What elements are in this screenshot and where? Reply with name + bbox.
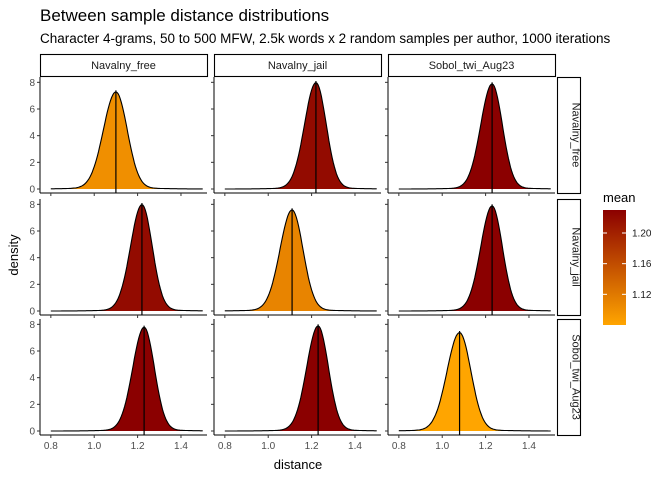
facet-panels: Navalny_free Navalny_jail Sobol_twi_Aug23 N… [29,53,582,452]
panel: 0 2 4 6 8 0.8 1.0 1.2 1.4 [29,319,207,452]
col-strip [213,53,383,78]
row-strip-label: Navalny_free [570,103,582,168]
panel [211,199,381,318]
y-tick-label: 4 [29,373,35,384]
x-tick-label: 1.4 [348,441,362,452]
y-tick-label: 2 [29,158,35,169]
density-line [398,332,551,432]
y-tick-label: 6 [29,227,35,238]
row-strip-label: Sobol_twi_Aug23 [570,334,582,420]
panel [385,199,555,318]
y-tick-label: 6 [29,105,35,116]
chart-subtitle: Character 4-grams, 50 to 500 MFW, 2.5k w… [40,31,611,46]
row-strip [556,318,582,437]
density-area [398,83,551,189]
y-tick-label: 4 [29,131,35,142]
panel: 0 2 4 6 8 [29,199,207,318]
density-line [224,209,377,312]
row-strip [556,198,582,317]
panel: 0 2 4 6 8 [29,77,207,196]
density-area [50,204,203,311]
y-tick-label: 8 [29,78,35,89]
y-tick-label: 0 [29,307,35,318]
x-tick-label: 1.0 [435,441,449,452]
panel: 0.8 1.0 1.2 1.4 [211,319,381,452]
legend-tick-label: 1.12 [632,290,652,301]
density-area [50,327,203,431]
y-axis-title: density [6,234,21,276]
legend-title: mean [603,190,636,205]
density-area [224,82,377,189]
y-tick-label: 2 [29,400,35,411]
y-tick-label: 0 [29,427,35,438]
x-tick-label: 1.2 [305,441,319,452]
density-area [224,209,377,311]
density-area [224,325,377,431]
row-strip [556,76,582,195]
panel: 0.8 1.0 1.2 1.4 [385,319,555,452]
col-strip-label: Navalny_free [91,60,156,72]
density-line [50,326,203,432]
x-tick-label: 1.4 [174,441,188,452]
x-tick-label: 0.8 [392,441,406,452]
panel [385,77,555,196]
density-line [224,325,377,432]
density-area [398,332,551,431]
col-strip-label: Sobol_twi_Aug23 [429,60,515,72]
row-strip-label: Navalny_jail [570,227,582,286]
x-axis-title: distance [274,457,322,472]
y-tick-label: 8 [29,200,35,211]
density-line [398,205,551,312]
x-tick-label: 0.8 [44,441,58,452]
x-tick-label: 1.0 [261,441,275,452]
x-tick-label: 0.8 [218,441,232,452]
density-line [50,91,203,190]
density-area [398,205,551,311]
density-area [50,91,203,189]
colorbar [603,210,626,325]
x-tick-label: 1.2 [131,441,145,452]
density-line [398,83,551,190]
density-line [224,81,377,190]
col-strip [387,53,557,78]
x-tick-label: 1.2 [479,441,493,452]
y-tick-label: 8 [29,320,35,331]
col-strip-label: Navalny_jail [268,60,327,72]
x-tick-label: 1.0 [87,441,101,452]
y-tick-label: 2 [29,280,35,291]
y-tick-label: 4 [29,253,35,264]
chart-title: Between sample distance distributions [40,6,329,25]
y-tick-label: 0 [29,185,35,196]
legend-tick-label: 1.20 [632,229,652,240]
col-strip [39,53,209,78]
y-tick-label: 6 [29,347,35,358]
color-legend: mean 1.12 1.16 1.20 [603,190,652,325]
panel [211,77,381,196]
x-tick-label: 1.4 [522,441,536,452]
legend-tick-label: 1.16 [632,259,652,270]
density-line [50,203,203,312]
